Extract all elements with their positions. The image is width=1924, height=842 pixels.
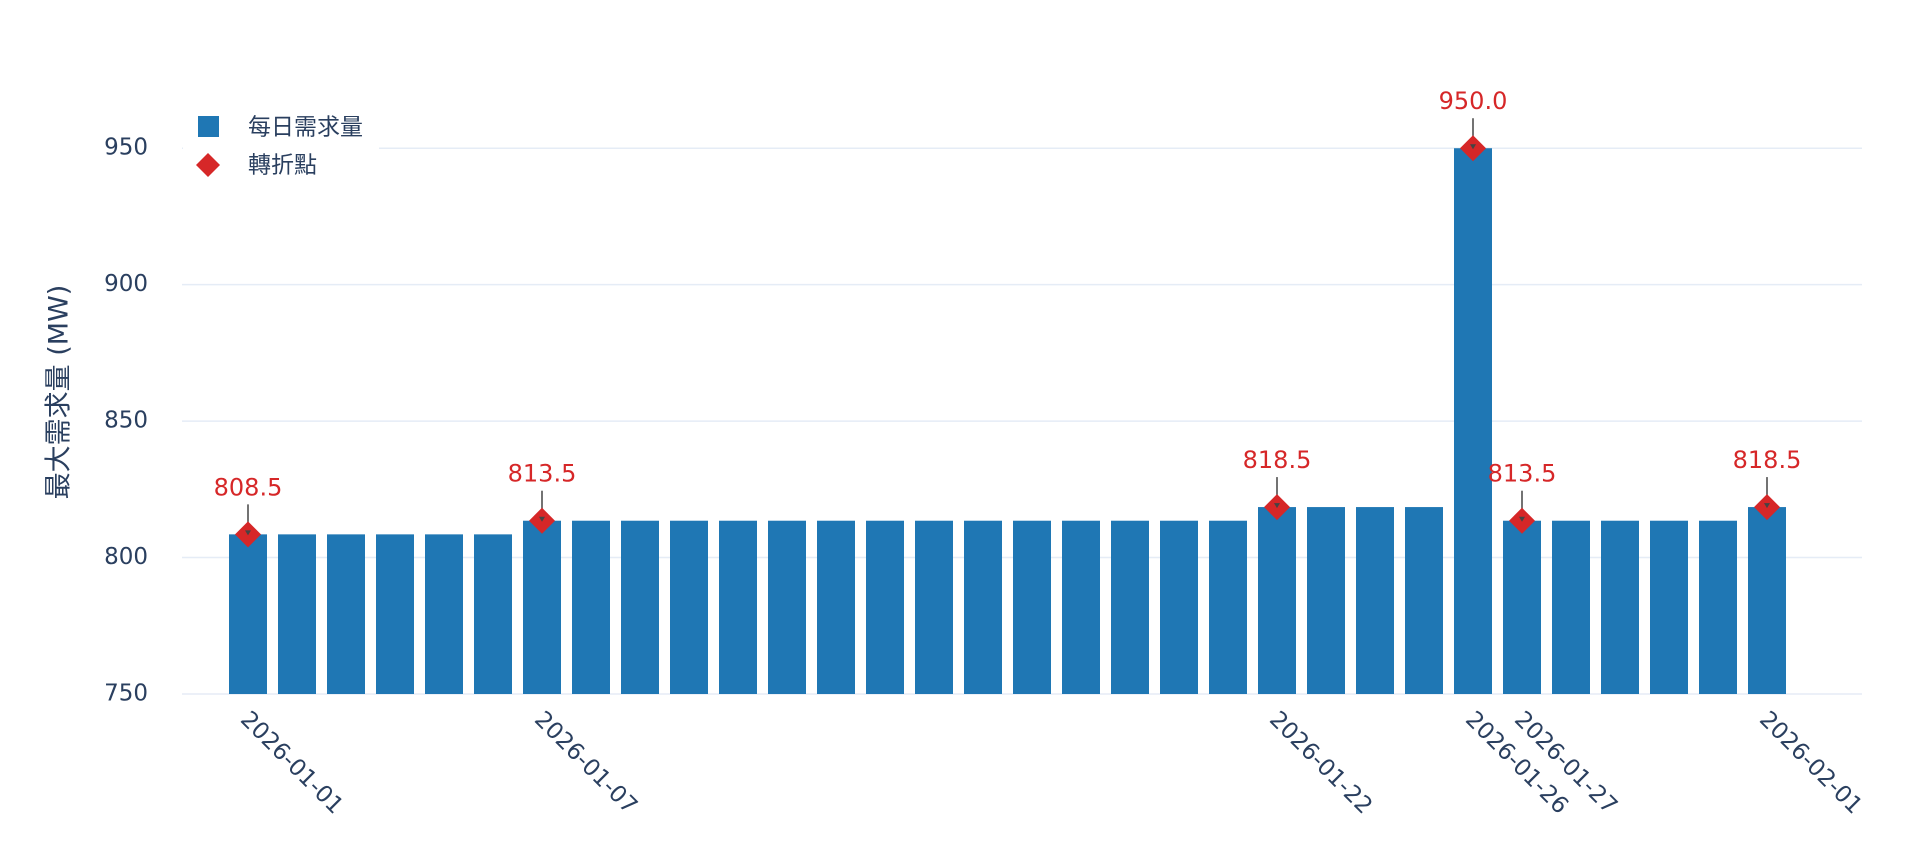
bar-2026-01-18[interactable] bbox=[1062, 520, 1100, 694]
bar-2026-01-12[interactable] bbox=[768, 520, 806, 694]
annotation-label-2026-01-27: 813.5 bbox=[1488, 460, 1557, 488]
bar-2026-01-06[interactable] bbox=[474, 534, 512, 694]
bar-2026-01-26[interactable] bbox=[1454, 148, 1492, 694]
legend-bar-swatch[interactable] bbox=[198, 116, 219, 137]
bar-2026-01-14[interactable] bbox=[866, 520, 904, 694]
bar-2026-01-11[interactable] bbox=[719, 520, 757, 694]
bar-2026-01-19[interactable] bbox=[1111, 520, 1149, 694]
bar-2026-01-10[interactable] bbox=[670, 520, 708, 694]
bar-2026-01-01[interactable] bbox=[229, 534, 267, 694]
marker-layer bbox=[235, 135, 1780, 548]
x-tick-label: 2026-01-22 bbox=[1264, 706, 1377, 819]
y-tick-label: 950 bbox=[104, 135, 148, 161]
bar-2026-01-30[interactable] bbox=[1650, 520, 1688, 694]
annotation-label-2026-01-07: 813.5 bbox=[508, 460, 577, 488]
annotation-arrowhead-2026-01-01 bbox=[245, 530, 251, 536]
bar-2026-01-16[interactable] bbox=[964, 520, 1002, 694]
bar-2026-01-27[interactable] bbox=[1503, 520, 1541, 694]
bar-2026-01-21[interactable] bbox=[1209, 520, 1247, 694]
bar-2026-01-15[interactable] bbox=[915, 520, 953, 694]
bar-2026-01-04[interactable] bbox=[376, 534, 414, 694]
bar-2026-01-23[interactable] bbox=[1307, 507, 1345, 694]
annotation-label-2026-02-01: 818.5 bbox=[1733, 446, 1802, 474]
bar-2026-01-17[interactable] bbox=[1013, 520, 1051, 694]
bar-2026-01-05[interactable] bbox=[425, 534, 463, 694]
x-tick-label: 2026-02-01 bbox=[1754, 706, 1867, 819]
x-tick-label: 2026-01-07 bbox=[529, 706, 642, 819]
y-axis: 750 800 850 900 950 bbox=[104, 135, 148, 707]
legend-diamond-swatch[interactable] bbox=[196, 153, 220, 177]
annotation-arrowhead-2026-01-26 bbox=[1470, 144, 1476, 150]
bar-2026-02-01[interactable] bbox=[1748, 507, 1786, 694]
annotation-label-2026-01-01: 808.5 bbox=[214, 473, 283, 501]
bar-2026-01-20[interactable] bbox=[1160, 520, 1198, 694]
x-tick-label: 2026-01-01 bbox=[235, 706, 348, 819]
legend-label-daily-demand[interactable]: 每日需求量 bbox=[248, 115, 363, 141]
annotation-arrowhead-2026-01-07 bbox=[539, 516, 545, 522]
bar-2026-01-08[interactable] bbox=[572, 520, 610, 694]
bar-2026-01-28[interactable] bbox=[1552, 520, 1590, 694]
bar-2026-01-09[interactable] bbox=[621, 520, 659, 694]
bar-2026-01-31[interactable] bbox=[1699, 520, 1737, 694]
bar-2026-01-24[interactable] bbox=[1356, 507, 1394, 694]
bar-2026-01-22[interactable] bbox=[1258, 507, 1296, 694]
annotation-label-2026-01-26: 950.0 bbox=[1439, 87, 1508, 115]
y-tick-label: 800 bbox=[104, 544, 148, 570]
bar-2026-01-03[interactable] bbox=[327, 534, 365, 694]
y-tick-label: 900 bbox=[104, 271, 148, 297]
bar-layer bbox=[229, 148, 1786, 694]
y-axis-title: 最大需求量 (MW) bbox=[44, 285, 75, 500]
annotation-arrowhead-2026-01-27 bbox=[1519, 516, 1525, 522]
bar-2026-01-07[interactable] bbox=[523, 520, 561, 694]
y-tick-label: 750 bbox=[104, 681, 148, 707]
annotation-label-2026-01-22: 818.5 bbox=[1243, 446, 1312, 474]
annotation-arrowhead-2026-02-01 bbox=[1764, 503, 1770, 509]
annotation-layer: 808.5 813.5 818.5 950.0 813.5 818.5 bbox=[214, 87, 1802, 531]
legend-label-turning-point[interactable]: 轉折點 bbox=[248, 153, 317, 179]
bar-2026-01-29[interactable] bbox=[1601, 520, 1639, 694]
bar-2026-01-25[interactable] bbox=[1405, 507, 1443, 694]
bar-2026-01-02[interactable] bbox=[278, 534, 316, 694]
annotation-arrowhead-2026-01-22 bbox=[1274, 503, 1280, 509]
x-axis: 2026-01-01 2026-01-07 2026-01-22 2026-01-26… bbox=[235, 706, 1867, 819]
bar-2026-01-13[interactable] bbox=[817, 520, 855, 694]
y-tick-label: 850 bbox=[104, 408, 148, 434]
legend: 每日需求量 轉折點 bbox=[183, 106, 379, 186]
